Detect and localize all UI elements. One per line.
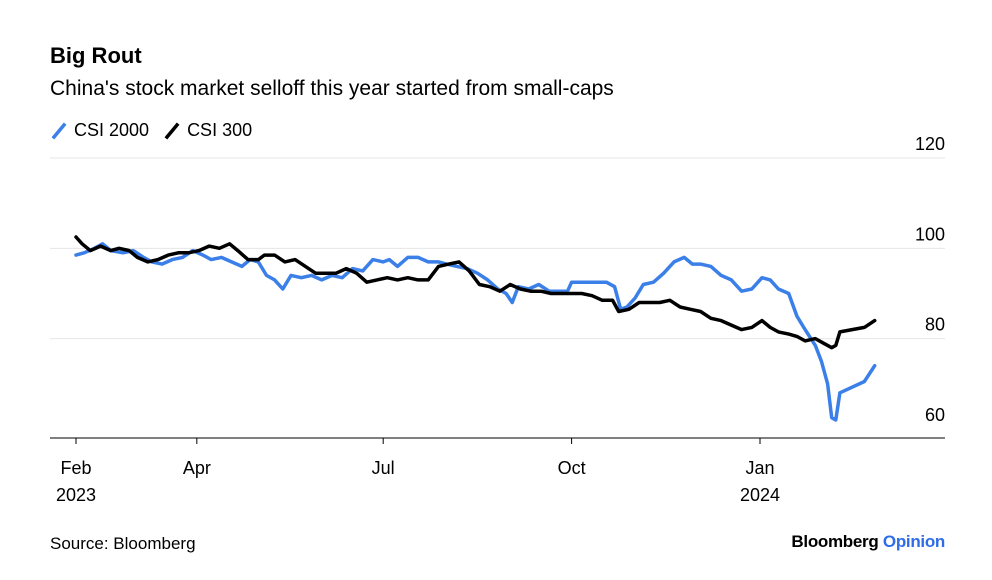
series-line-csi2000 [74,242,877,422]
x-tick-label: Oct [558,458,586,478]
legend-swatch-csi300 [164,122,180,139]
x-tick-label: Jan [745,458,774,478]
x-tick-label: Jul [372,458,395,478]
y-tick-label: 120 [915,134,945,154]
y-tick-label: 100 [915,224,945,244]
brand-main: Bloomberg [791,532,879,551]
brand-logo: Bloomberg Opinion [791,532,945,552]
y-tick-label: 80 [925,315,945,335]
x-tick-label: Feb [60,458,91,478]
y-tick-label: 60 [925,405,945,425]
legend: CSI 2000 CSI 300 [50,120,266,141]
legend-label-csi300: CSI 300 [187,120,253,140]
legend-item-csi2000: CSI 2000 [50,120,149,141]
source-note: Source: Bloomberg [50,534,196,553]
x-tick-sublabel: 2024 [740,485,780,505]
legend-label-csi2000: CSI 2000 [74,120,150,140]
brand-accent: Opinion [882,532,945,551]
chart-title: Big Rout [50,43,142,68]
series-line-csi300 [74,235,877,350]
x-tick-sublabel: 2023 [56,485,96,505]
legend-swatch-csi2000 [51,122,67,139]
chart-subtitle: China's stock market selloff this year s… [50,77,614,100]
x-tick-label: Apr [183,458,211,478]
legend-item-csi300: CSI 300 [163,120,252,141]
